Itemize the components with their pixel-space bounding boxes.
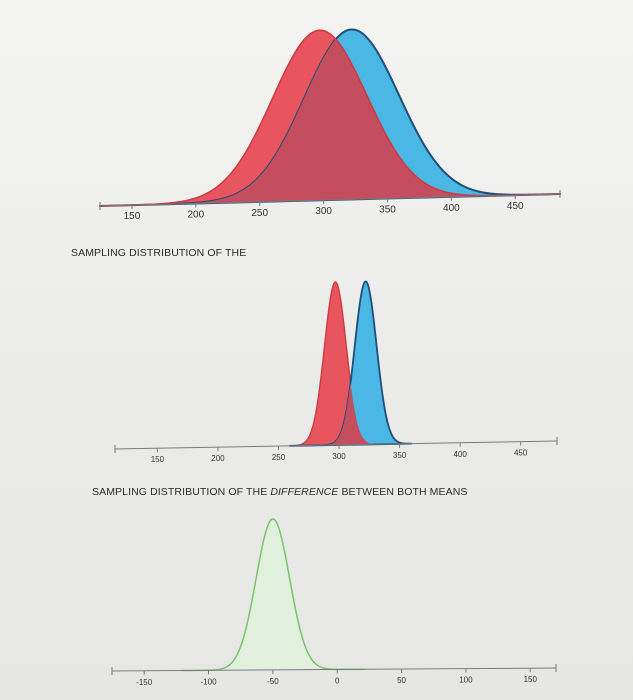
- x-tick-label: 400: [453, 450, 467, 459]
- x-tick-label: -50: [267, 677, 279, 686]
- chart1-x-ticks: 150 200 250 300 350 400 450: [99, 190, 561, 222]
- x-tick-label: 0: [335, 676, 340, 685]
- difference-curve-fill: [180, 518, 365, 671]
- chart2-curves: [288, 280, 413, 447]
- x-tick-label: 450: [514, 449, 528, 458]
- x-tick-label: 300: [332, 452, 346, 461]
- chart1-curves: [99, 28, 561, 207]
- caption-part-1: SAMPLING DISTRIBUTION OF THE: [92, 486, 267, 498]
- x-tick-label: 150: [524, 675, 538, 684]
- chart3-x-ticks: -150 -100 -50 0 50 100 150: [111, 664, 557, 687]
- x-tick-label: 150: [124, 211, 141, 222]
- x-tick-label: 350: [393, 451, 407, 460]
- population-distributions-chart: 150 200 250 300 350 400 450: [99, 28, 561, 222]
- caption-part-2: BETWEEN BOTH MEANS: [341, 486, 467, 498]
- x-tick-label: 250: [272, 453, 286, 462]
- x-tick-label: 400: [443, 203, 460, 214]
- caption-emphasis: DIFFERENCE: [270, 486, 339, 498]
- x-tick-label: 200: [187, 210, 204, 221]
- chart3-x-axis: [111, 667, 557, 672]
- caption-sampling-distribution-means: SAMPLING DISTRIBUTION OF THE: [71, 247, 246, 259]
- x-tick-label: 450: [507, 201, 524, 212]
- x-tick-label: -100: [201, 677, 218, 686]
- difference-distribution-chart: -150 -100 -50 0 50 100 150: [111, 518, 557, 687]
- chart2-x-ticks: 150 200 250 300 350 400 450: [114, 437, 558, 464]
- chart1-x-axis: [99, 193, 561, 207]
- x-tick-label: 50: [397, 676, 406, 685]
- x-tick-label: 300: [315, 206, 332, 217]
- x-tick-label: 150: [151, 455, 165, 464]
- overlap-region: [100, 39, 560, 207]
- x-tick-label: 250: [251, 208, 268, 219]
- x-tick-label: -150: [136, 678, 153, 687]
- sampling-distribution-means-chart: 150 200 250 300 350 400 450: [114, 280, 558, 464]
- x-tick-label: 100: [459, 676, 473, 685]
- chart2-x-axis: [114, 440, 558, 450]
- x-tick-label: 350: [379, 205, 396, 216]
- x-tick-label: 200: [211, 454, 225, 463]
- means-overlap-region: [289, 382, 412, 446]
- caption-sampling-distribution-difference: SAMPLING DISTRIBUTION OF THE DIFFERENCE …: [92, 486, 468, 498]
